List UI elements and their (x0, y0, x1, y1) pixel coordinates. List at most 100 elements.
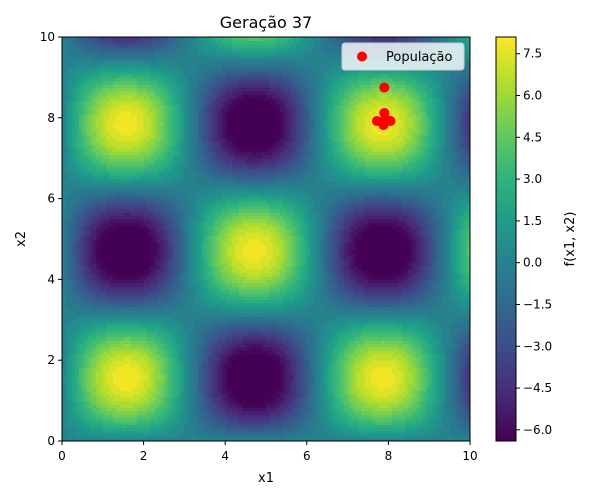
heatmap-cell (72, 306, 77, 311)
heatmap-cell (119, 255, 124, 260)
heatmap-cell (133, 360, 138, 365)
heatmap-cell (113, 390, 117, 395)
heatmap-cell (164, 249, 168, 254)
heatmap-cell (126, 329, 131, 334)
heatmap-cell (109, 276, 114, 280)
heatmap-cell (150, 407, 155, 412)
heatmap-cell (62, 218, 66, 223)
heatmap-cell (201, 356, 206, 361)
heatmap-cell (133, 356, 138, 361)
heatmap-cell (140, 161, 145, 166)
heatmap-cell (136, 90, 141, 95)
heatmap-cell (140, 232, 145, 237)
heatmap-cell (65, 188, 70, 193)
heatmap-cell (140, 97, 145, 102)
heatmap-cell (113, 407, 117, 412)
heatmap-cell (65, 107, 70, 112)
heatmap-cell (150, 70, 155, 75)
heatmap-cell (181, 255, 185, 260)
heatmap-cell (140, 427, 145, 432)
heatmap-cell (140, 171, 145, 176)
heatmap-cell (143, 161, 148, 166)
heatmap-cell (198, 53, 202, 58)
heatmap-cell (126, 255, 131, 260)
heatmap-cell (194, 201, 199, 206)
heatmap-cell (62, 144, 66, 149)
heatmap-cell (133, 151, 138, 156)
heatmap-cell (96, 50, 100, 55)
heatmap-cell (184, 74, 189, 78)
heatmap-cell (170, 383, 175, 388)
heatmap-cell (106, 225, 111, 230)
heatmap-cell (147, 100, 151, 105)
heatmap-cell (164, 373, 168, 378)
heatmap-cell (157, 158, 162, 163)
heatmap-cell (79, 430, 83, 435)
heatmap-cell (79, 363, 83, 368)
heatmap-cell (96, 350, 100, 355)
heatmap-cell (167, 299, 172, 304)
heatmap-cell (116, 424, 121, 429)
heatmap-cell (113, 400, 117, 405)
heatmap-cell (160, 329, 165, 334)
heatmap-cell (181, 430, 185, 435)
heatmap-cell (113, 272, 117, 277)
heatmap-cell (177, 333, 182, 338)
heatmap-cell (160, 356, 165, 361)
heatmap-cell (150, 309, 155, 314)
heatmap-cell (126, 336, 131, 341)
heatmap-cell (68, 393, 73, 398)
heatmap-cell (106, 97, 111, 102)
heatmap-cell (184, 188, 189, 193)
heatmap-cell (184, 185, 189, 190)
heatmap-cell (140, 363, 145, 368)
heatmap-cell (79, 329, 83, 334)
heatmap-cell (72, 336, 77, 341)
heatmap-cell (123, 235, 128, 240)
heatmap-cell (187, 390, 192, 395)
heatmap-cell (160, 424, 165, 429)
heatmap-cell (153, 296, 158, 301)
heatmap-cell (150, 343, 155, 348)
heatmap-cell (160, 225, 165, 230)
heatmap-cell (65, 282, 70, 287)
heatmap-cell (109, 319, 114, 324)
heatmap-cell (170, 346, 175, 351)
heatmap-cell (109, 316, 114, 321)
heatmap-cell (181, 299, 185, 304)
heatmap-cell (133, 417, 138, 422)
heatmap-cell (143, 356, 148, 361)
heatmap-cell (65, 400, 70, 405)
heatmap-cell (150, 225, 155, 230)
heatmap-cell (106, 400, 111, 405)
heatmap-cell (92, 353, 97, 358)
heatmap-cell (96, 296, 100, 301)
heatmap-cell (194, 232, 199, 237)
heatmap-cell (150, 373, 155, 378)
heatmap-cell (72, 208, 77, 213)
heatmap-cell (160, 286, 165, 291)
heatmap-cell (85, 212, 90, 217)
heatmap-cell (99, 148, 104, 153)
heatmap-cell (126, 175, 131, 179)
heatmap-cell (126, 141, 131, 146)
heatmap-cell (113, 309, 117, 314)
heatmap-cell (106, 47, 111, 52)
heatmap-cell (99, 104, 104, 109)
heatmap-cell (136, 154, 141, 159)
heatmap-cell (147, 424, 151, 429)
heatmap-cell (79, 252, 83, 257)
heatmap-cell (198, 90, 202, 95)
heatmap-cell (113, 205, 117, 210)
heatmap-cell (194, 279, 199, 284)
heatmap-cell (187, 383, 192, 388)
heatmap-cell (75, 191, 80, 196)
heatmap-cell (174, 360, 179, 365)
heatmap-cell (130, 370, 134, 375)
heatmap-cell (177, 400, 182, 405)
heatmap-cell (116, 37, 121, 41)
heatmap-cell (201, 218, 206, 223)
heatmap-cell (85, 228, 90, 233)
heatmap-cell (68, 148, 73, 153)
